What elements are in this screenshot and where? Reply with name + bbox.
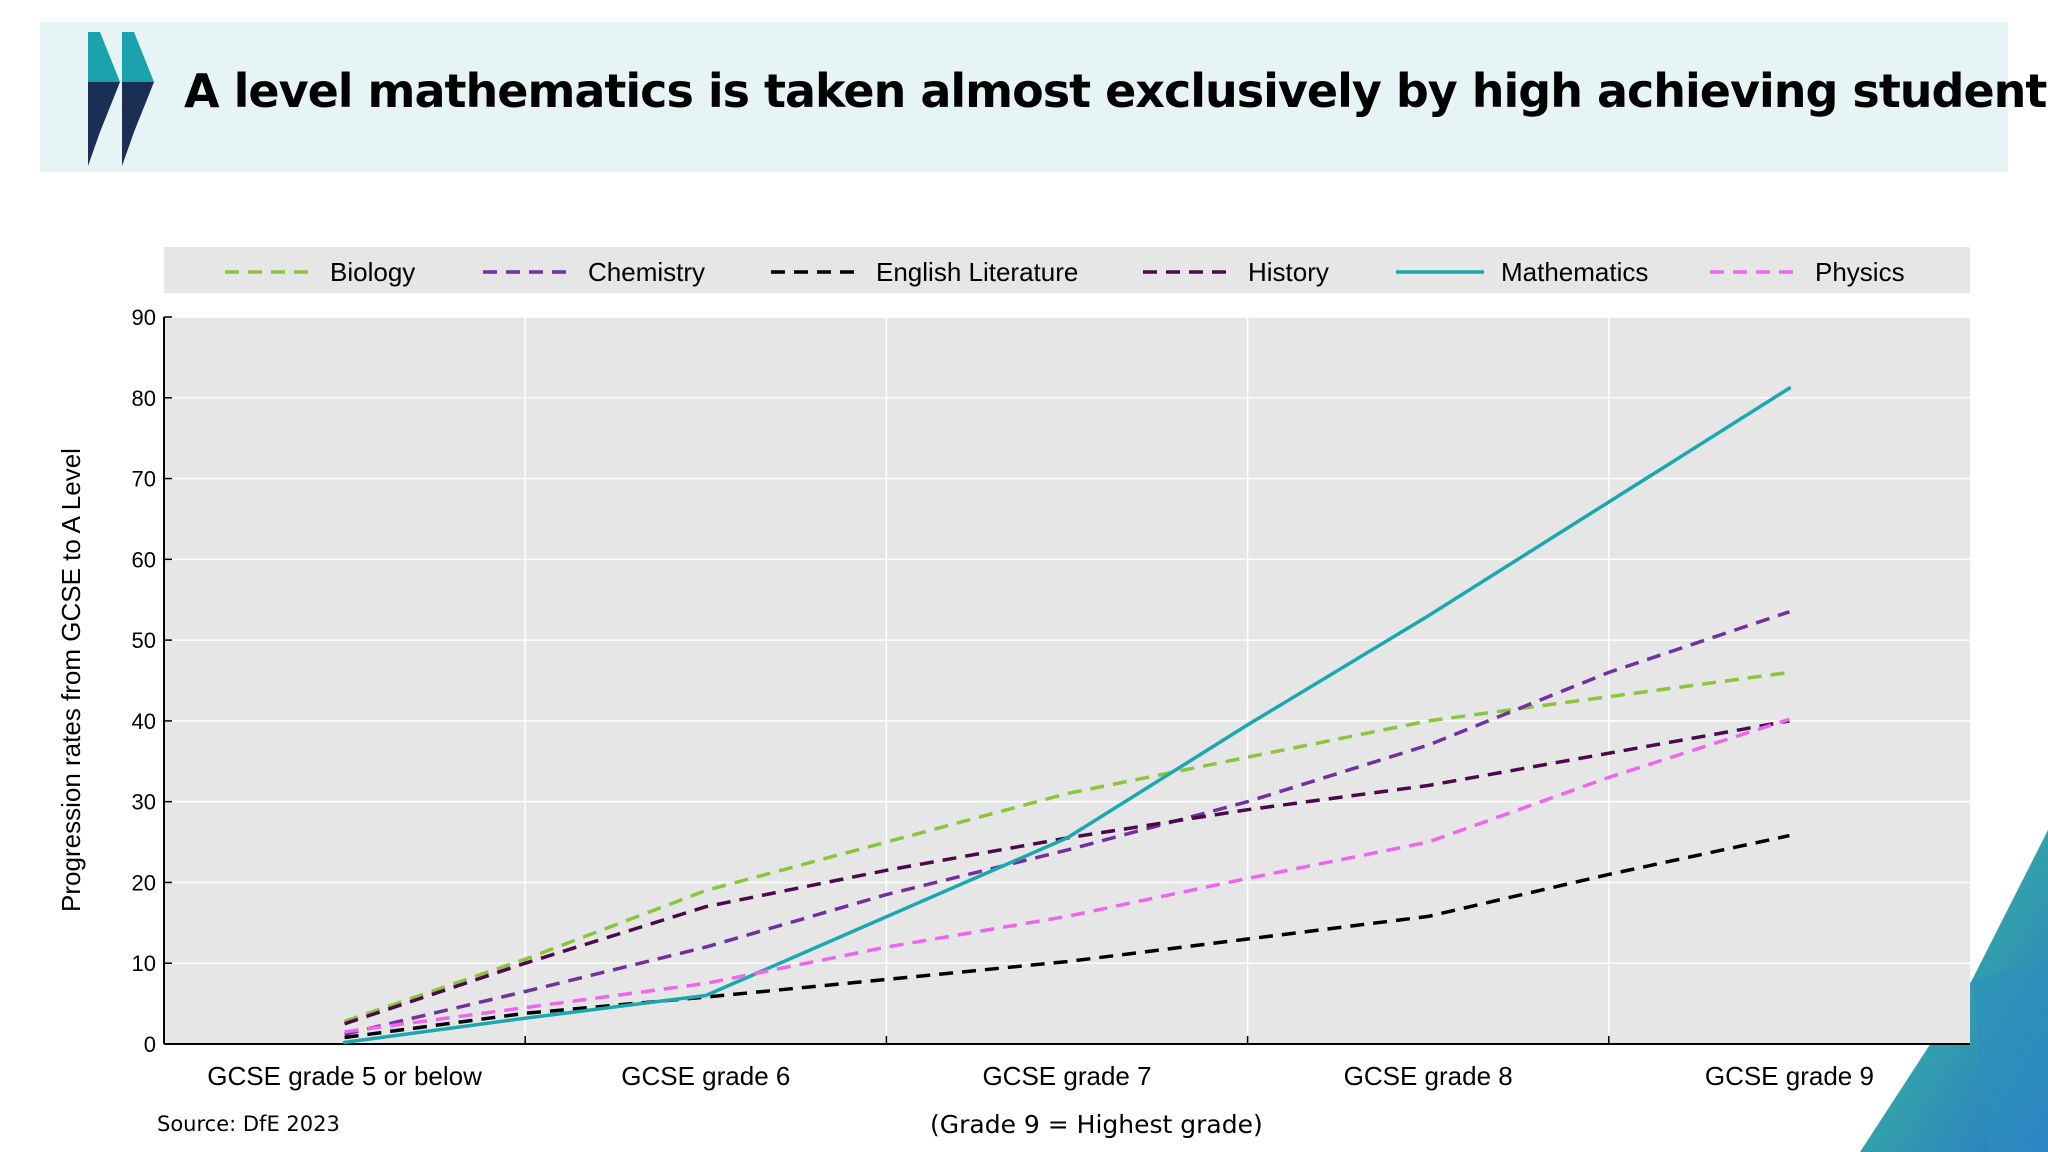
x-tick-label: GCSE grade 6 [621, 1061, 790, 1091]
series-line-physics [344, 717, 1790, 1034]
series-line-chemistry [344, 610, 1790, 1037]
y-tick-label: 40 [132, 709, 156, 734]
source-note: Source: DfE 2023 [157, 1112, 340, 1136]
y-tick-label: 0 [144, 1032, 156, 1057]
series-line-biology [344, 670, 1790, 1024]
legend-label: Biology [330, 257, 415, 287]
x-tick-label: GCSE grade 5 or below [207, 1061, 482, 1091]
axis-ticks: 0 10 20 30 40 50 60 70 80 90 GCSE grade 5 or below… [132, 305, 1874, 1091]
legend: Biology Chemistry English Literature Histor… [225, 257, 1905, 287]
legend-label: Mathematics [1501, 257, 1648, 287]
plot-area [164, 317, 1970, 1044]
x-tick-label: GCSE grade 7 [982, 1061, 1151, 1091]
title-band [40, 22, 2008, 172]
x-tick-label: GCSE grade 9 [1705, 1061, 1874, 1091]
y-tick-label: 60 [132, 547, 156, 572]
gridlines [164, 316, 1970, 1044]
y-tick-label: 90 [132, 305, 156, 330]
legend-label: History [1248, 257, 1329, 287]
slide-title: A level mathematics is taken almost excl… [184, 64, 2048, 118]
x-axis-caption: (Grade 9 = Highest grade) [930, 1110, 1263, 1139]
y-tick-label: 30 [132, 790, 156, 815]
legend-label: Physics [1815, 257, 1905, 287]
legend-background [164, 247, 1970, 293]
y-tick-label: 80 [132, 386, 156, 411]
y-tick-label: 70 [132, 467, 156, 492]
x-tick-label: GCSE grade 8 [1344, 1061, 1513, 1091]
legend-label: English Literature [876, 257, 1078, 287]
series-line-mathematics [342, 386, 1792, 1045]
y-axis-label: Progression rates from GCSE to A Level [56, 448, 86, 912]
legend-label: Chemistry [588, 257, 705, 287]
y-tick-label: 50 [132, 628, 156, 653]
series-line-english-literature [344, 833, 1790, 1040]
corner-decoration [1860, 830, 2048, 1152]
chevron-logo-icon [88, 32, 154, 166]
series-lines [342, 386, 1792, 1045]
y-tick-label: 10 [132, 951, 156, 976]
y-tick-label: 20 [132, 870, 156, 895]
